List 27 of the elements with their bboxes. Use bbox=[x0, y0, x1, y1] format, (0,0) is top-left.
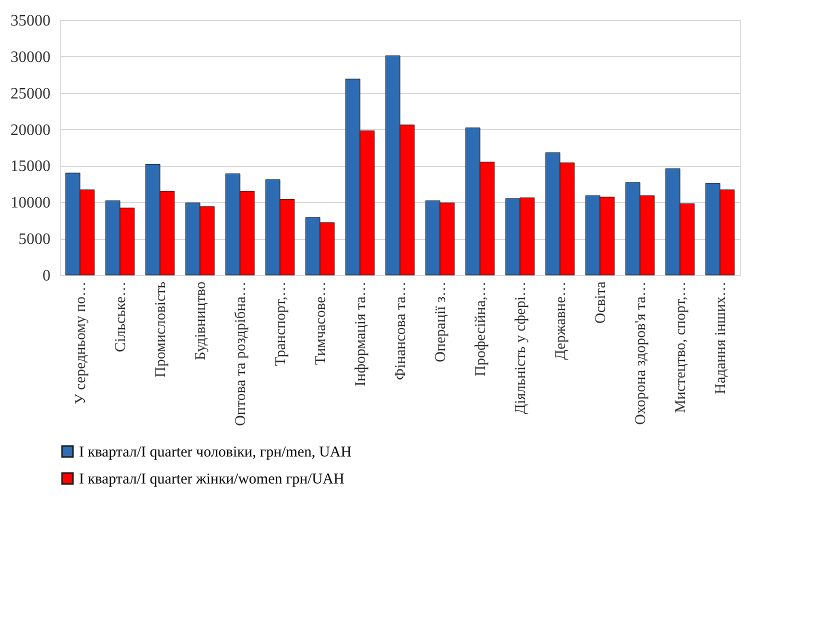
legend-label: І квартал/I quarter чоловіки, грн/men, UAH bbox=[79, 444, 352, 460]
x-tick-label: Сільське… bbox=[113, 282, 129, 352]
x-tick-label: Транспорт,… bbox=[273, 282, 289, 366]
y-tick-label: 0 bbox=[42, 268, 50, 284]
y-tick-label: 10000 bbox=[10, 194, 50, 212]
y-tick-label: 30000 bbox=[10, 48, 50, 66]
x-tick-label: Фінансова та… bbox=[393, 282, 409, 380]
x-tick-label: Діяльність у сфері… bbox=[513, 282, 529, 414]
x-tick-label: Освіта bbox=[593, 281, 609, 324]
x-tick-label: Інформація та… bbox=[353, 282, 369, 386]
x-tick-label: Надання інших… bbox=[713, 282, 729, 394]
legend-label: І квартал/I quarter жінки/women грн/UAH bbox=[79, 472, 344, 488]
x-tick-label: Операції з… bbox=[433, 282, 449, 362]
y-tick-label: 5000 bbox=[18, 231, 50, 248]
y-tick-label: 35000 bbox=[10, 12, 50, 30]
x-tick-label: Мистецтво, спорт,… bbox=[673, 282, 689, 413]
x-tick-label: Промисловість bbox=[153, 281, 169, 378]
x-tick-label: Професійна,… bbox=[473, 282, 489, 376]
y-tick-label: 15000 bbox=[10, 158, 50, 176]
y-tick-label: 20000 bbox=[10, 122, 50, 139]
x-tick-label: Оптова та роздрібна… bbox=[233, 282, 249, 426]
y-tick-label: 25000 bbox=[10, 85, 50, 102]
x-tick-label: Державне… bbox=[553, 282, 569, 360]
x-tick-label: Охорона здоров'я та… bbox=[633, 282, 649, 425]
x-tick-label: У середньому по… bbox=[73, 282, 89, 404]
x-tick-label: Будівництво bbox=[193, 282, 209, 360]
x-tick-label: Тимчасове… bbox=[313, 282, 329, 365]
